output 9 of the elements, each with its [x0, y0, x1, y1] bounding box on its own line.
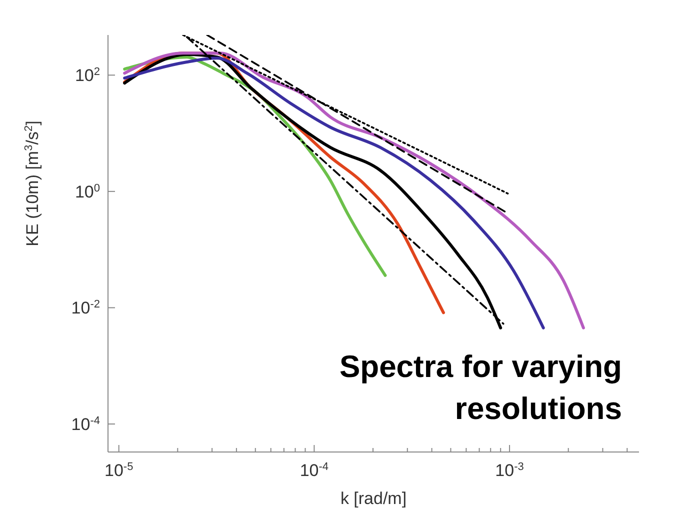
- y-tick-label: 10$^{2}$: [74, 66, 100, 86]
- x-axis-title: k [rad/m]: [340, 489, 407, 508]
- y-tick-label: 10$^{0}$: [74, 182, 100, 202]
- x-tick-label: 10$^{-5}$: [104, 461, 134, 480]
- x-tick-label: 10$^{-4}$: [300, 461, 329, 480]
- annotation: Spectra for varying resolutions: [338, 348, 622, 428]
- y-tick-label: 10$^{-4}$: [71, 415, 100, 434]
- x-tick-label: 10$^{-3}$: [495, 461, 524, 480]
- y-tick-label: 10$^{-2}$: [71, 298, 100, 318]
